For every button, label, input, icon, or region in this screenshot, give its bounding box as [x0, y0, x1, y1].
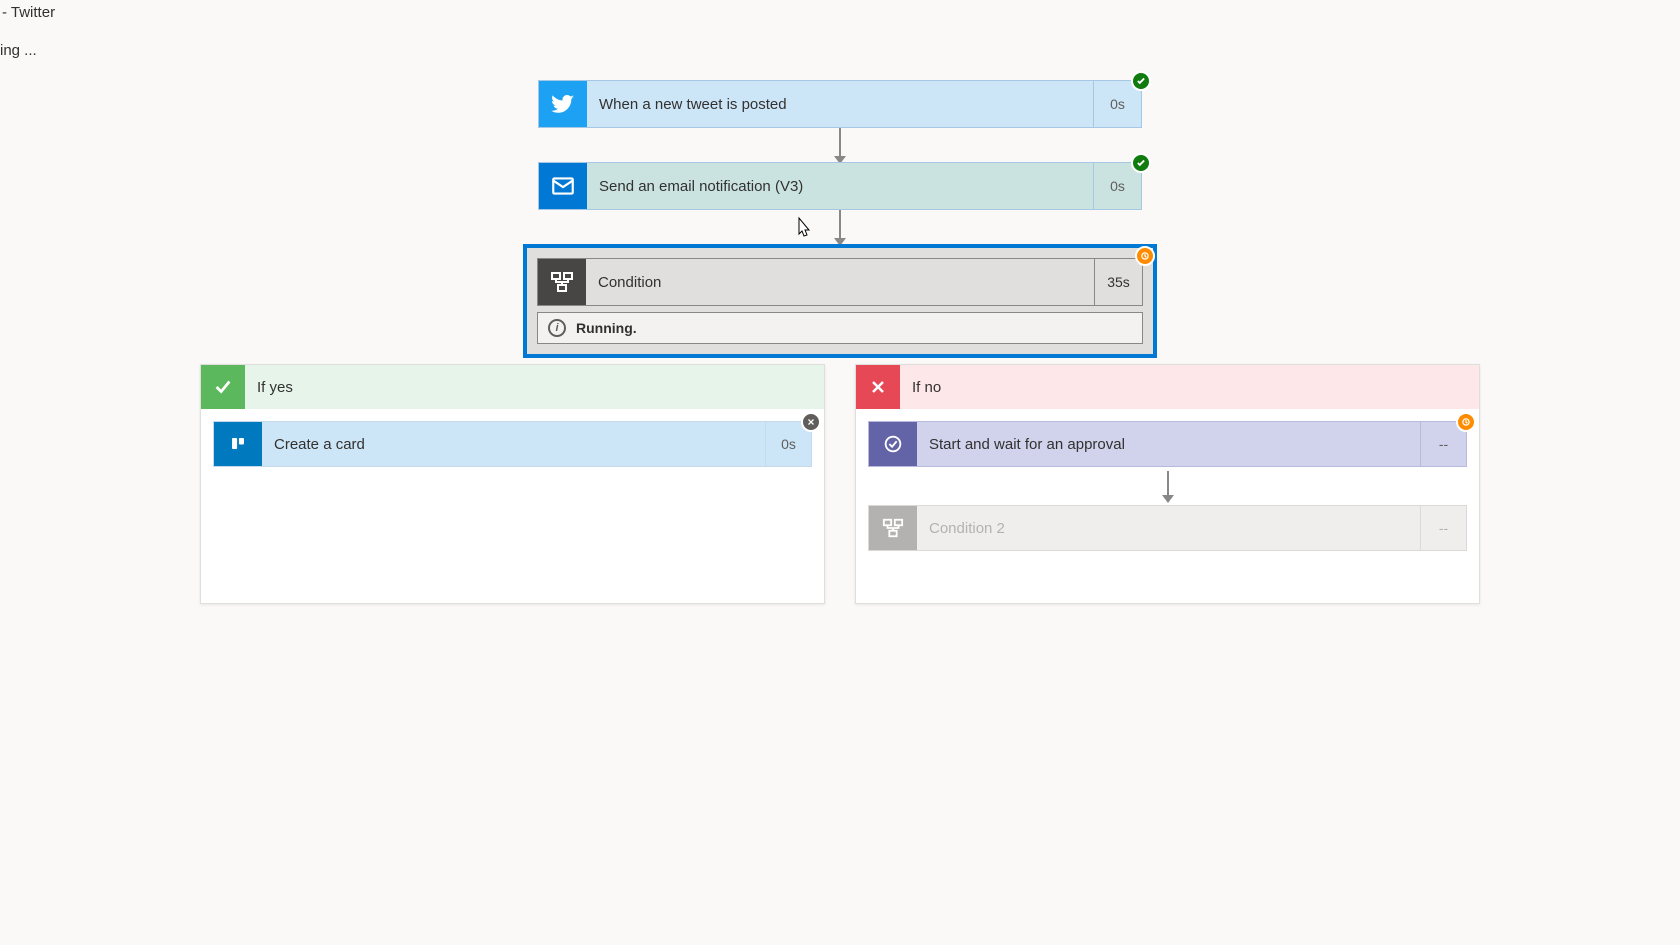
condition-duration: 35s [1094, 259, 1142, 305]
connector-arrow [839, 128, 841, 162]
create-card-step[interactable]: Create a card 0s [213, 421, 812, 467]
condition2-duration: -- [1420, 506, 1466, 550]
flow-canvas: When a new tweet is posted 0s Send an em… [0, 80, 1680, 604]
branch-no-header[interactable]: If no [856, 365, 1479, 409]
trigger-title: When a new tweet is posted [587, 81, 1093, 127]
cancelled-badge-icon [801, 412, 821, 432]
branch-no-label: If no [900, 379, 941, 396]
branch-no: If no Start and wait for an approval -- [855, 364, 1480, 604]
email-step[interactable]: Send an email notification (V3) 0s [538, 162, 1142, 210]
loading-indicator: ing ... [0, 42, 37, 59]
x-icon [856, 365, 900, 409]
condition-branches: If yes Create a card 0s [200, 364, 1480, 604]
running-badge-icon [1135, 246, 1155, 266]
check-icon [201, 365, 245, 409]
condition2-step[interactable]: Condition 2 -- [868, 505, 1467, 551]
condition2-title: Condition 2 [917, 506, 1420, 550]
trello-icon [214, 422, 262, 466]
success-badge-icon [1131, 71, 1151, 91]
branch-yes-header[interactable]: If yes [201, 365, 824, 409]
twitter-icon [539, 81, 587, 127]
email-title: Send an email notification (V3) [587, 163, 1093, 209]
condition-status-text: Running. [576, 320, 637, 336]
running-badge-icon [1456, 412, 1476, 432]
condition-icon [869, 506, 917, 550]
condition-status-row: i Running. [537, 312, 1143, 344]
branch-yes-label: If yes [245, 379, 293, 396]
approval-title: Start and wait for an approval [917, 422, 1420, 466]
condition-step-selected[interactable]: Condition 35s i Running. [523, 244, 1157, 358]
condition-title: Condition [586, 259, 1094, 305]
branch-yes: If yes Create a card 0s [200, 364, 825, 604]
connector-arrow [1167, 471, 1169, 501]
condition-icon [538, 259, 586, 305]
trigger-step[interactable]: When a new tweet is posted 0s [538, 80, 1142, 128]
browser-tab-title: - Twitter [2, 4, 55, 21]
create-card-title: Create a card [262, 422, 765, 466]
approval-step[interactable]: Start and wait for an approval -- [868, 421, 1467, 467]
condition-card[interactable]: Condition 35s [537, 258, 1143, 306]
info-icon: i [548, 319, 566, 337]
approval-icon [869, 422, 917, 466]
connector-arrow [839, 210, 841, 244]
success-badge-icon [1131, 153, 1151, 173]
mail-icon [539, 163, 587, 209]
